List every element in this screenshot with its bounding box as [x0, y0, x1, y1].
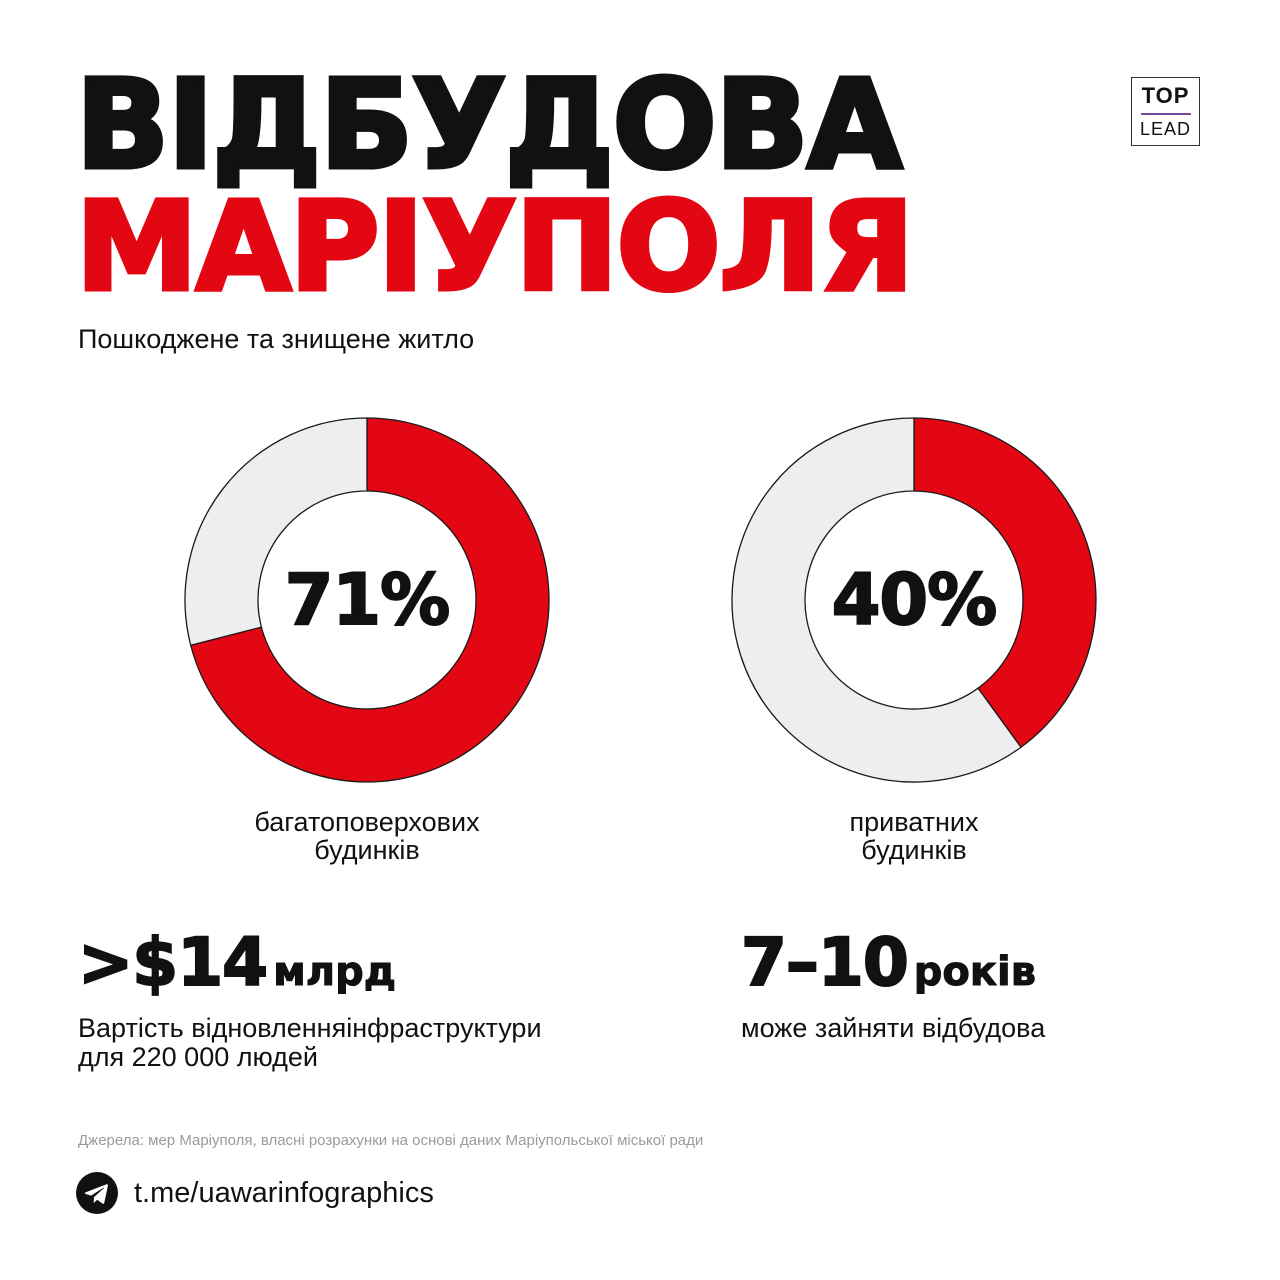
stat-cost-desc-line: для 220 000 людей — [78, 1042, 318, 1072]
stat-years-value-row: 7–10 років — [740, 929, 1045, 997]
donut-caption-multistorey: багатоповерхових будинків — [167, 808, 567, 864]
title-line-1: ВІДБУДОВА — [74, 54, 905, 196]
donut-chart-multistorey: 71% — [177, 410, 557, 790]
donut-segment-damaged — [190, 417, 550, 783]
stat-years-value: 7–10 — [740, 924, 910, 1001]
telegram-icon — [76, 1172, 118, 1214]
caption-line: будинків — [314, 835, 420, 865]
donut-chart-svg — [731, 417, 1097, 783]
stat-cost-unit: млрд — [273, 949, 397, 995]
donut-segment-remaining — [731, 417, 1022, 783]
donut-chart-svg — [184, 417, 550, 783]
logo-text-bottom: LEAD — [1139, 119, 1192, 139]
stat-cost-value: >$14 — [77, 924, 269, 1001]
stat-years-unit: років — [913, 949, 1037, 995]
donut-segment-remaining — [184, 417, 368, 646]
title-line-2: МАРІУПОЛЯ — [74, 176, 917, 318]
subtitle: Пошкоджене та знищене житло — [78, 324, 475, 354]
caption-line: приватних — [849, 807, 979, 837]
donut-chart-private: 40% — [724, 410, 1104, 790]
caption-line: будинків — [861, 835, 967, 865]
stat-cost-value-row: >$14 млрд — [77, 929, 542, 997]
donut-value-label: 40% — [831, 558, 999, 642]
stat-years-desc-line: може зайняти відбудова — [741, 1013, 1046, 1043]
footer: t.me/uawarinfographics — [76, 1172, 434, 1214]
stat-cost: >$14 млрд Вартість відновленняінфраструкт… — [77, 929, 542, 1072]
logo-text-top: TOP — [1141, 83, 1190, 108]
top-lead-logo: TOP LEAD — [1131, 77, 1200, 146]
donut-caption-private: приватних будинків — [714, 808, 1114, 864]
stat-cost-description: Вартість відновленняінфраструктури для 2… — [78, 1014, 542, 1072]
sources-note: Джерела: мер Маріуполя, власні розрахунк… — [78, 1132, 704, 1149]
stat-years-description: може зайняти відбудова — [741, 1014, 1045, 1043]
donut-segment-damaged — [913, 417, 1097, 748]
telegram-channel-link[interactable]: t.me/uawarinfographics — [134, 1176, 434, 1209]
logo-divider — [1140, 113, 1191, 115]
caption-line: багатоповерхових — [254, 807, 480, 837]
stat-cost-desc-line: Вартість відновленняінфраструктури — [78, 1013, 542, 1043]
stat-years: 7–10 років може зайняти відбудова — [740, 929, 1045, 1043]
donut-value-label: 71% — [284, 558, 452, 642]
